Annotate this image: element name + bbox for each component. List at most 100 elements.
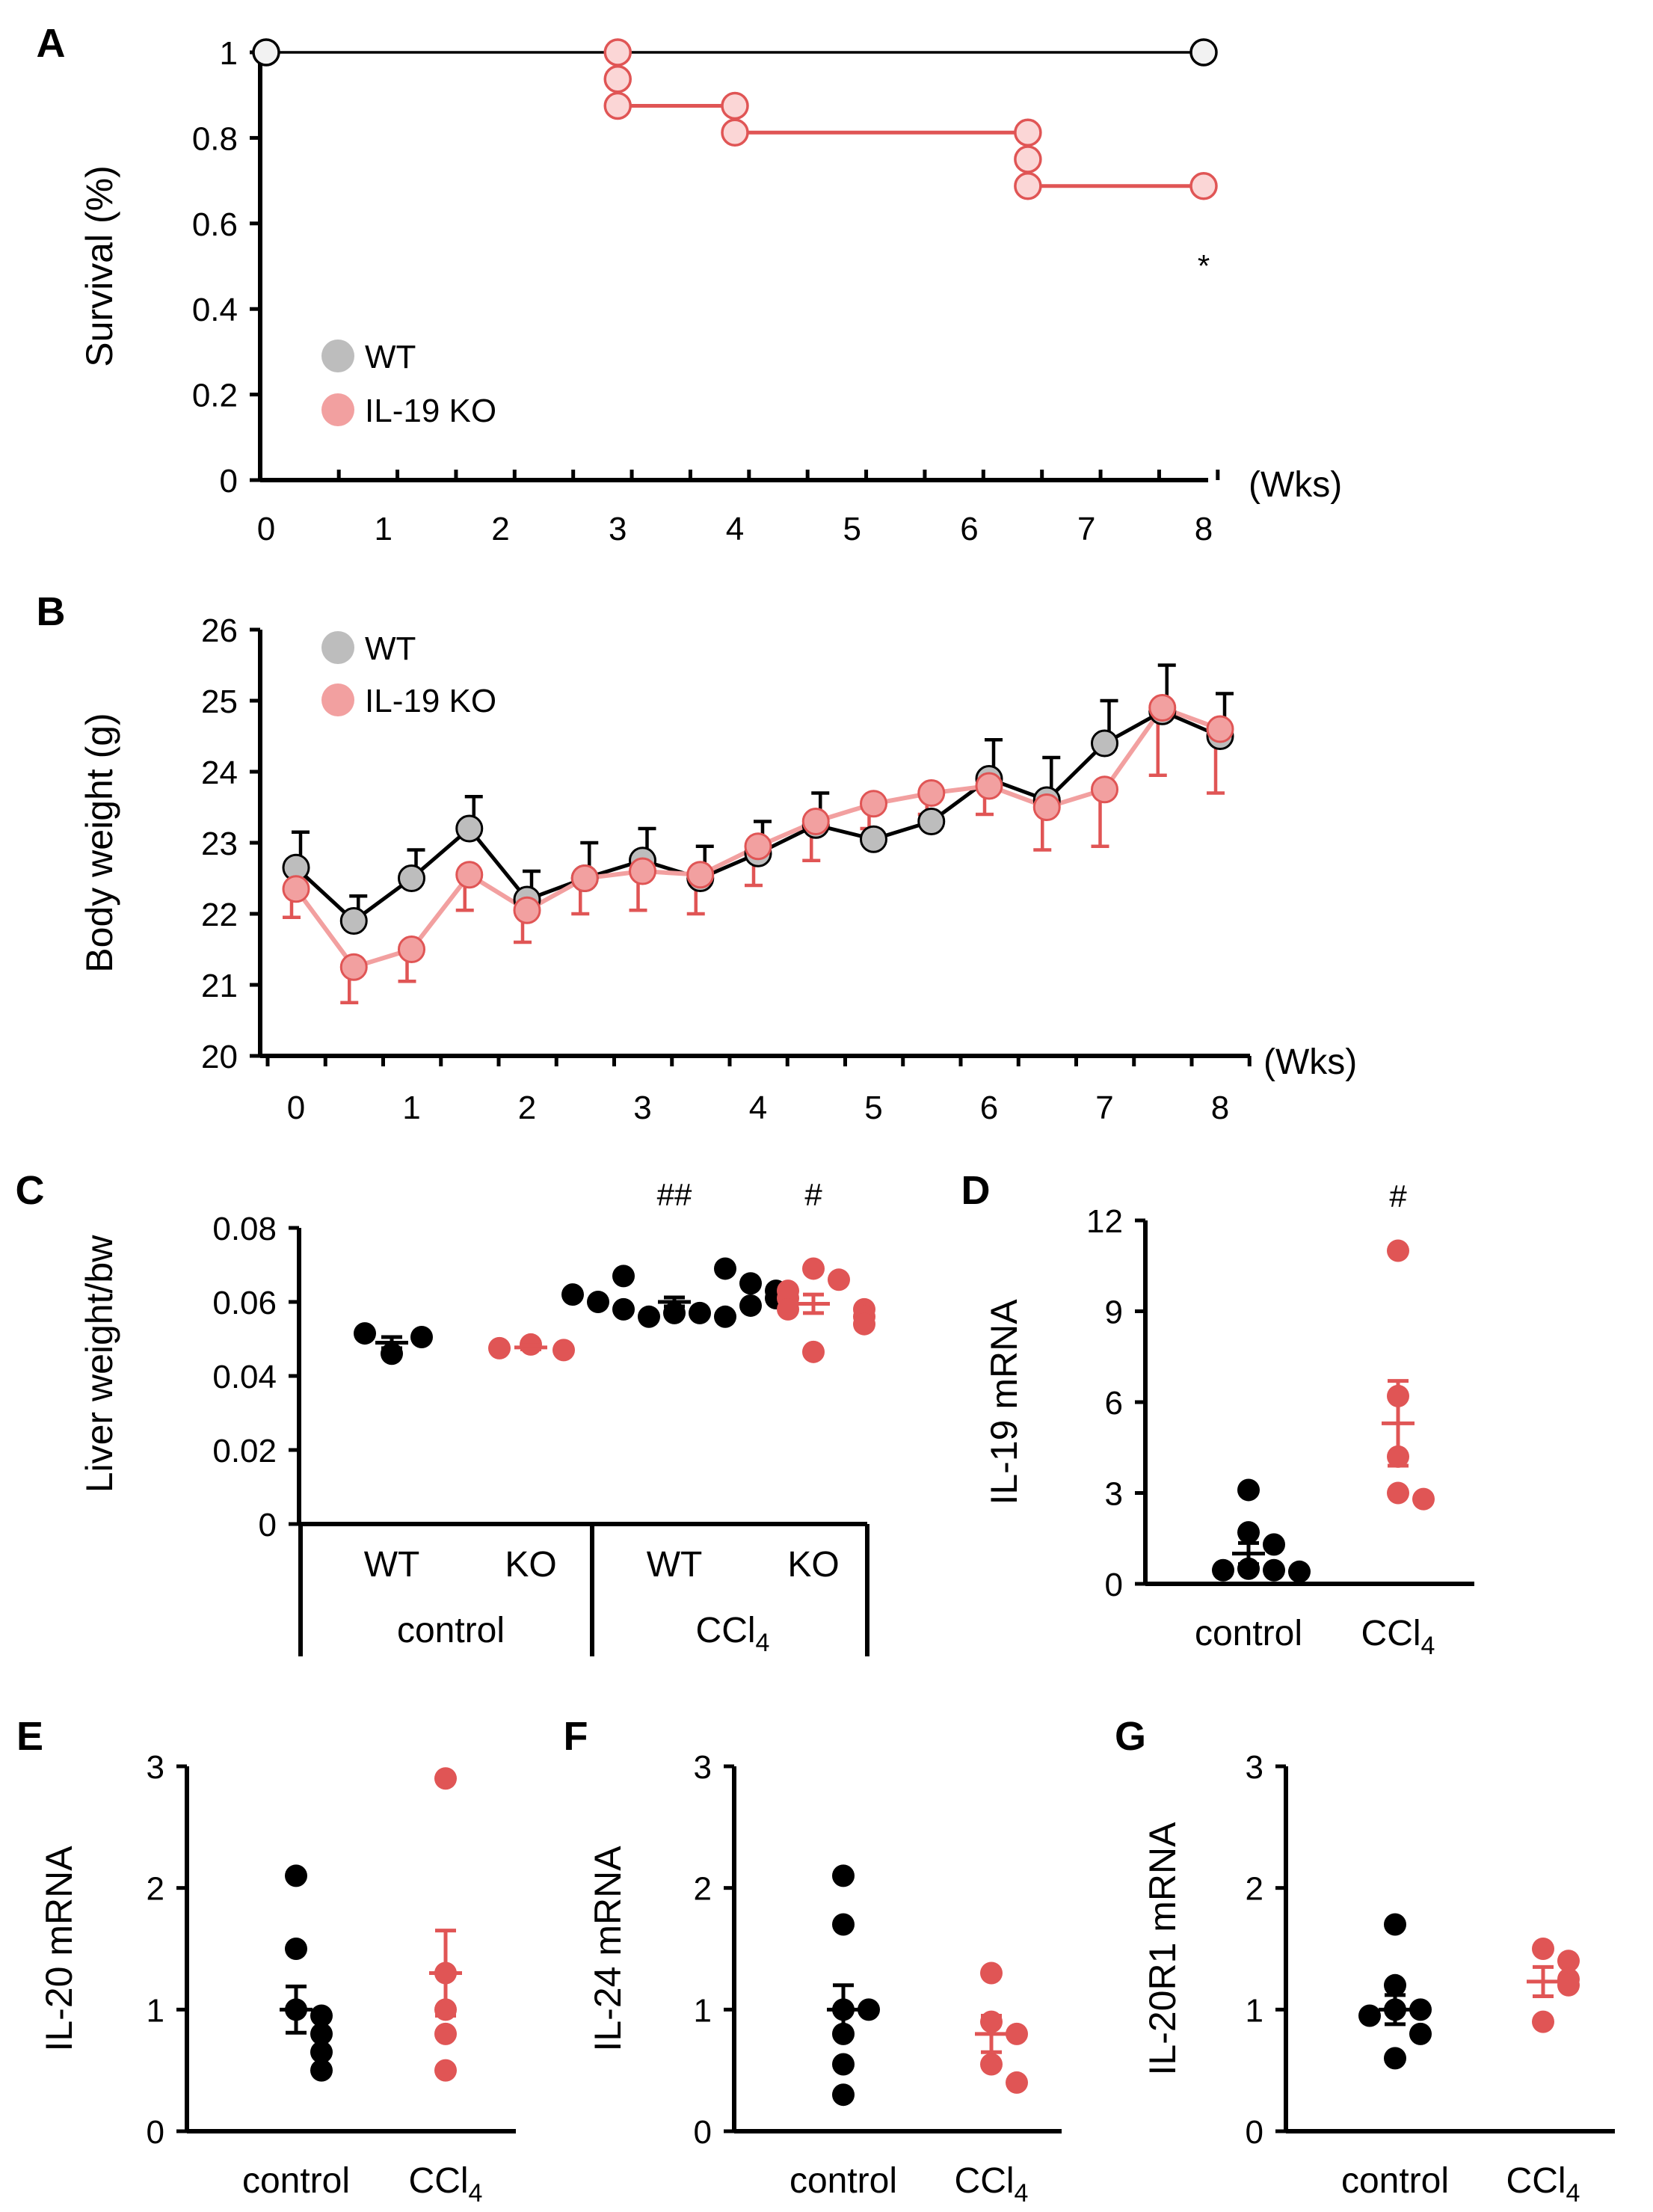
data-point — [561, 1283, 584, 1306]
y-tick-label: 0 — [147, 2114, 164, 2151]
legend-marker-ko — [321, 683, 354, 716]
legend-marker-ko — [321, 393, 354, 426]
x-tick-label: 2 — [518, 1090, 536, 1126]
panel-label: F — [564, 1714, 588, 1759]
panel-label: G — [1115, 1714, 1146, 1759]
data-point-wt — [339, 907, 368, 935]
data-point — [434, 1767, 457, 1790]
data-point — [777, 1297, 799, 1321]
data-point — [638, 1305, 660, 1328]
y-tick-label: 0 — [1246, 2114, 1263, 2151]
y-tick-label: 2 — [694, 1871, 712, 1908]
data-point — [802, 1340, 825, 1363]
data-point — [1006, 2022, 1028, 2045]
x-tick-label: 7 — [1077, 511, 1095, 547]
y-tick-label: 0 — [259, 1507, 277, 1543]
data-point-ko — [629, 857, 656, 885]
y-tick-label: 1 — [147, 1992, 164, 2029]
y-tick-label: 3 — [1246, 1749, 1263, 1786]
significance-mark: * — [1198, 248, 1210, 283]
data-point — [832, 1864, 855, 1887]
data-point — [1409, 1998, 1432, 2021]
data-point — [1384, 1913, 1406, 1936]
category-label: KO — [505, 1545, 556, 1585]
y-tick-label: 12 — [1086, 1203, 1123, 1240]
x-tick-label: 1 — [402, 1090, 420, 1126]
data-point — [434, 2059, 457, 2082]
data-point — [310, 2004, 333, 2027]
data-point-ko — [686, 861, 715, 889]
data-point — [1532, 1938, 1554, 1960]
data-point — [1358, 2004, 1381, 2027]
category-label: control — [1195, 1614, 1302, 1653]
data-point — [410, 1326, 433, 1349]
category-label: CCl4 — [955, 2161, 1029, 2208]
data-point-ko — [455, 861, 484, 889]
data-point — [552, 1339, 575, 1362]
group-label: control — [397, 1611, 505, 1650]
category-label: WT — [364, 1545, 420, 1585]
panel-C: C 0 0.02 0.04 0.06 0.08 Liver weight/bw WT KO WT K… — [16, 1168, 875, 1657]
data-point — [488, 1336, 511, 1360]
data-point-ko — [1148, 694, 1177, 722]
data-point-ko — [513, 896, 541, 924]
legend-label-ko: IL-19 KO — [365, 683, 496, 719]
data-point — [1263, 1533, 1285, 1556]
y-tick-label: 0.6 — [192, 206, 238, 243]
data-point-ko — [975, 772, 1003, 800]
data-point — [1237, 1478, 1260, 1502]
data-point — [853, 1312, 875, 1336]
data-point — [310, 2041, 333, 2064]
data-point-ko — [721, 118, 749, 147]
x-tick-label: 0 — [257, 511, 275, 547]
y-tick-label: 1 — [1246, 1992, 1263, 2029]
panel-A: A 0 0.2 0.4 0.6 0.8 1 0 1 2 3 4 5 6 7 8 (Wks) Survival (%… — [37, 21, 1343, 547]
y-tick-label: 0 — [1105, 1567, 1123, 1603]
data-point-ko — [339, 953, 368, 981]
data-point — [828, 1268, 850, 1291]
data-point — [980, 1961, 1003, 1985]
data-point-ko — [860, 790, 887, 818]
group-label: CCl4 — [696, 1611, 770, 1657]
data-point — [714, 1305, 736, 1328]
y-axis-label: Liver weight/bw — [79, 1235, 120, 1493]
legend-label-wt: WT — [365, 339, 416, 375]
panel-label: D — [961, 1168, 991, 1213]
data-point — [1006, 2071, 1028, 2094]
x-tick-label: 6 — [960, 511, 978, 547]
panel-E: E 0 1 2 3 IL-20 mRNA control CCl4 — [16, 1714, 516, 2208]
significance-mark: # — [804, 1177, 822, 1212]
data-point-wt — [917, 808, 946, 835]
series-line-wt — [295, 709, 1221, 924]
data-point — [612, 1265, 635, 1288]
data-point-ko — [1091, 775, 1118, 804]
data-point — [1387, 1239, 1409, 1262]
data-point — [832, 1913, 855, 1936]
x-tick-label: 3 — [609, 511, 627, 547]
data-point — [739, 1272, 762, 1295]
y-tick-label: 21 — [201, 968, 238, 1004]
x-tick-label: 1 — [375, 511, 393, 547]
y-tick-label: 23 — [201, 826, 238, 862]
data-point — [1288, 1560, 1311, 1583]
data-point-ko — [1189, 172, 1218, 200]
data-point-ko — [1014, 145, 1042, 173]
data-point — [1412, 1487, 1435, 1511]
data-point-ko — [282, 875, 310, 903]
y-tick-label: 3 — [147, 1749, 164, 1786]
data-point-ko — [398, 936, 425, 963]
data-point-ko — [1032, 793, 1061, 821]
y-tick-label: 9 — [1105, 1294, 1123, 1331]
y-tick-label: 2 — [1246, 1871, 1263, 1908]
y-tick-label: 0.4 — [192, 292, 238, 328]
y-tick-label: 1 — [220, 35, 238, 72]
data-point — [1557, 1973, 1580, 1997]
legend-marker-wt — [321, 631, 354, 664]
data-point — [1212, 1558, 1234, 1582]
data-point-ko — [744, 832, 772, 861]
y-axis-label: Survival (%) — [79, 165, 120, 366]
category-label: CCl4 — [1506, 2161, 1580, 2208]
y-tick-label: 0.2 — [192, 378, 238, 414]
data-point — [310, 2022, 333, 2045]
